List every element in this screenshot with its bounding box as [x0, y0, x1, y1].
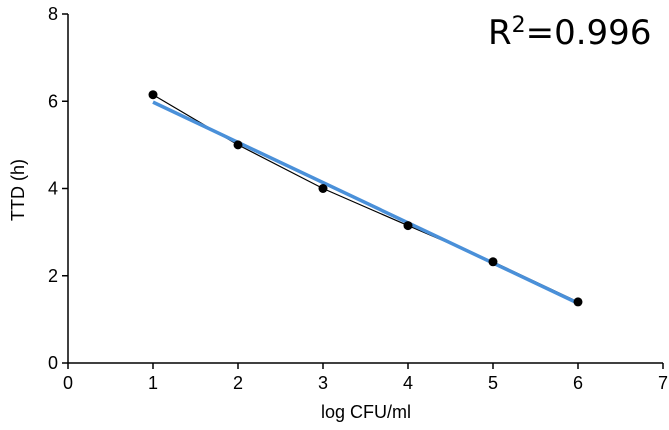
data-point [318, 184, 328, 193]
data-point [233, 140, 243, 150]
y-tick-label: 2 [48, 266, 58, 286]
data-series-line [152, 94, 579, 303]
r-squared-annotation: R2=0.996 [488, 13, 651, 53]
x-tick-label: 5 [488, 373, 498, 393]
x-tick-label: 6 [573, 373, 583, 393]
fit-line [152, 100, 579, 305]
y-ticks: 0 2 4 6 8 [48, 4, 68, 373]
x-tick-label: 2 [233, 373, 243, 393]
y-tick-label: 8 [48, 4, 58, 24]
x-ticks: 0 1 2 3 4 5 6 7 [63, 363, 668, 393]
x-tick-label: 4 [403, 373, 413, 393]
x-axis-title: log CFU/ml [321, 402, 411, 422]
x-tick-label: 7 [658, 373, 668, 393]
y-tick-label: 4 [48, 179, 58, 199]
data-point [148, 90, 158, 100]
data-point [488, 257, 498, 267]
y-axis-title: TTD (h) [8, 159, 28, 221]
series-layer [148, 90, 583, 307]
x-tick-label: 0 [63, 373, 73, 393]
y-tick-label: 0 [48, 353, 58, 373]
data-point [403, 221, 413, 231]
axes [67, 14, 663, 364]
data-point [573, 297, 583, 307]
x-tick-label: 3 [318, 373, 328, 393]
y-tick-label: 6 [48, 91, 58, 111]
x-tick-label: 1 [148, 373, 158, 393]
